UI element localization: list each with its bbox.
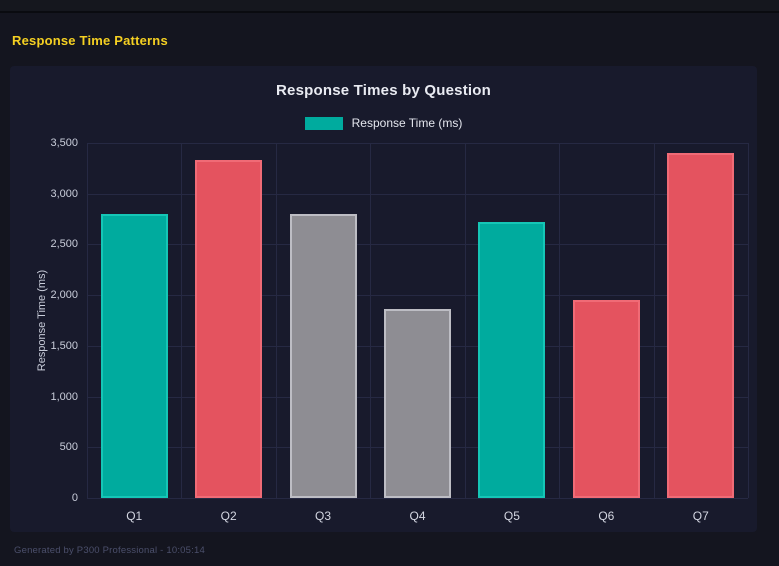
bar-q3[interactable] bbox=[289, 214, 357, 498]
x-tick-label: Q3 bbox=[315, 509, 332, 523]
page-title: Response Time Patterns bbox=[12, 33, 168, 48]
y-tick-label: 1,000 bbox=[50, 390, 78, 403]
v-gridline bbox=[653, 143, 655, 498]
x-tick-label: Q5 bbox=[503, 509, 520, 523]
v-gridline bbox=[370, 143, 372, 498]
bar-q7[interactable] bbox=[667, 153, 735, 498]
chart-card: Response Times by Question Response Time… bbox=[10, 66, 757, 532]
chart-legend: Response Time (ms) bbox=[10, 116, 757, 130]
x-tick-label: Q1 bbox=[126, 509, 143, 523]
y-tick-label: 1,500 bbox=[50, 339, 78, 352]
x-tick-label: Q2 bbox=[220, 509, 237, 523]
y-tick-label: 500 bbox=[59, 441, 78, 454]
v-gridline bbox=[559, 143, 561, 498]
v-gridline bbox=[275, 143, 277, 498]
h-gridline bbox=[87, 143, 748, 144]
h-gridline bbox=[87, 498, 748, 499]
bar-q5[interactable] bbox=[478, 222, 546, 498]
y-tick-label: 2,000 bbox=[50, 289, 78, 302]
bar-q6[interactable] bbox=[572, 300, 640, 498]
x-tick-label: Q7 bbox=[692, 509, 709, 523]
v-gridline bbox=[181, 143, 183, 498]
h-gridline bbox=[87, 295, 748, 297]
bar-q2[interactable] bbox=[195, 160, 263, 498]
v-gridline bbox=[87, 143, 88, 498]
y-tick-label: 0 bbox=[71, 492, 78, 504]
h-gridline bbox=[87, 244, 748, 246]
y-tick-label: 2,500 bbox=[50, 238, 78, 251]
y-tick-label: 3,000 bbox=[50, 187, 78, 200]
v-gridline bbox=[464, 143, 466, 498]
v-gridline bbox=[748, 143, 749, 498]
h-gridline bbox=[87, 193, 748, 195]
footer-status-text: Generated by P300 Professional - 10:05:1… bbox=[14, 545, 205, 556]
x-tick-label: Q4 bbox=[409, 509, 426, 523]
bar-q1[interactable] bbox=[100, 214, 168, 498]
plot-area: 0 500 1,000 1,500 2,000 2,500 3,000 3,500 Q1 Q2 Q3… bbox=[50, 137, 749, 523]
bar-q4[interactable] bbox=[384, 309, 451, 498]
window-top-bar bbox=[0, 0, 779, 13]
x-tick-label: Q6 bbox=[598, 509, 615, 523]
legend-label[interactable]: Response Time (ms) bbox=[351, 116, 463, 130]
chart-title: Response Times by Question bbox=[276, 82, 491, 99]
legend-swatch-response-time[interactable] bbox=[304, 116, 343, 130]
y-tick-label: 3,500 bbox=[50, 137, 78, 149]
